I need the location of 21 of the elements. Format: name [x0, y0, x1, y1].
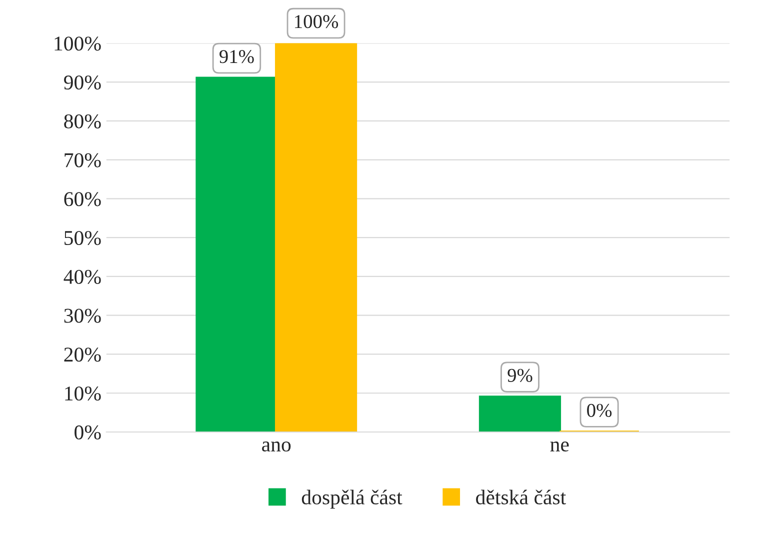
y-tick-label: 100% — [54, 36, 101, 51]
y-tick-label: 70% — [64, 153, 101, 168]
y-tick-label: 0% — [74, 425, 101, 440]
y-tick-label: 30% — [64, 308, 101, 323]
data-label: 100% — [295, 15, 338, 28]
y-tick-label: 80% — [64, 114, 101, 128]
y-tick-label: 20% — [64, 348, 101, 362]
y-tick-label: 90% — [64, 75, 101, 90]
y-tick-label: 40% — [64, 270, 101, 284]
y-tick-label: 50% — [64, 230, 101, 246]
y-tick-label: 60% — [64, 192, 101, 206]
data-label: 0% — [587, 404, 612, 418]
data-label: 9% — [508, 368, 532, 382]
bar — [274, 43, 358, 432]
x-tick-label: ne — [550, 442, 569, 452]
data-label: 91% — [220, 50, 254, 64]
legend-label: dospělá část — [302, 490, 402, 509]
bar — [478, 396, 562, 432]
y-tick-label: 10% — [65, 386, 101, 401]
legend-label: dětská část — [476, 490, 566, 504]
x-tick-label: ano — [262, 442, 291, 452]
